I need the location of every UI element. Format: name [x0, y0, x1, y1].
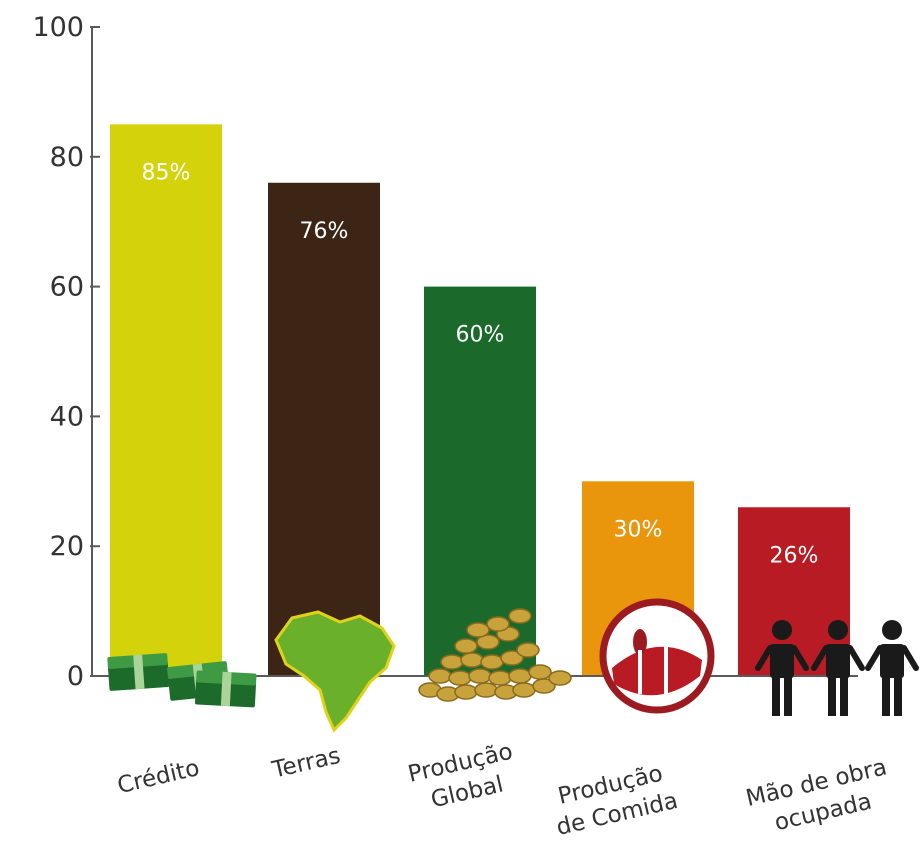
person-head [882, 620, 902, 640]
coin [448, 670, 472, 686]
coin [440, 654, 464, 670]
coin [508, 608, 532, 624]
y-tick-label: 40 [50, 401, 84, 432]
money-band [220, 671, 232, 707]
coin [460, 652, 484, 668]
bar-0 [110, 124, 222, 677]
money-stack-icon [107, 653, 257, 708]
y-tick-label: 20 [50, 531, 84, 562]
money-bundle [194, 670, 257, 708]
fork-tines [658, 630, 674, 634]
person-head [772, 620, 792, 640]
person-body [826, 644, 850, 678]
coins-icon [418, 608, 572, 702]
person-arm [865, 645, 883, 671]
coin [428, 668, 452, 684]
coin [474, 682, 498, 698]
person-leg [840, 676, 848, 716]
person-leg [784, 676, 792, 716]
brazil-map-icon [274, 610, 396, 733]
bar-value-label: 60% [456, 323, 505, 348]
spoon-head [633, 629, 647, 655]
y-tick-label: 60 [50, 272, 84, 303]
plate-fork-knife-icon [599, 598, 715, 714]
coin [516, 642, 540, 658]
coin [466, 622, 490, 638]
bar-value-label: 85% [142, 160, 191, 185]
coin [548, 670, 572, 686]
category-label: ProduçãoGlobal [406, 739, 522, 818]
person-arm [901, 645, 919, 671]
person-arm [847, 645, 865, 671]
bar-value-label: 30% [614, 517, 663, 542]
category-label-line: Crédito [115, 755, 202, 799]
money-band [133, 654, 145, 690]
coin [528, 664, 552, 680]
person-leg [894, 676, 902, 716]
person-body [880, 644, 904, 678]
person-arm [755, 645, 773, 671]
coin [454, 684, 478, 700]
person-head [828, 620, 848, 640]
category-label: Mão de obraocupada [744, 754, 897, 841]
spoon-handle [638, 650, 642, 694]
y-tick-label: 100 [32, 12, 84, 43]
person-arm [791, 645, 809, 671]
coin [512, 682, 536, 698]
category-label: Produçãode Comida [547, 759, 680, 841]
person-leg [882, 676, 890, 716]
coin [508, 668, 532, 684]
money-bundle [107, 653, 170, 691]
fork-handle [664, 630, 668, 694]
coin [500, 650, 524, 666]
people-holding-hands-icon [755, 620, 919, 716]
y-tick-label: 80 [50, 142, 84, 173]
bar-value-label: 26% [770, 543, 819, 568]
coin [486, 616, 510, 632]
person-body [770, 644, 794, 678]
category-label: Crédito [115, 755, 202, 799]
coin [476, 634, 500, 650]
category-label: Terras [269, 743, 343, 784]
coin [488, 670, 512, 686]
person-leg [828, 676, 836, 716]
coin [468, 668, 492, 684]
person-leg [772, 676, 780, 716]
coin [454, 638, 478, 654]
coin [480, 654, 504, 670]
bar-value-label: 76% [300, 219, 349, 244]
person-arm [811, 645, 829, 671]
bar-1 [268, 182, 380, 676]
plate-food [612, 646, 702, 696]
y-tick-label: 0 [67, 661, 84, 692]
category-label-line: Terras [269, 743, 343, 784]
